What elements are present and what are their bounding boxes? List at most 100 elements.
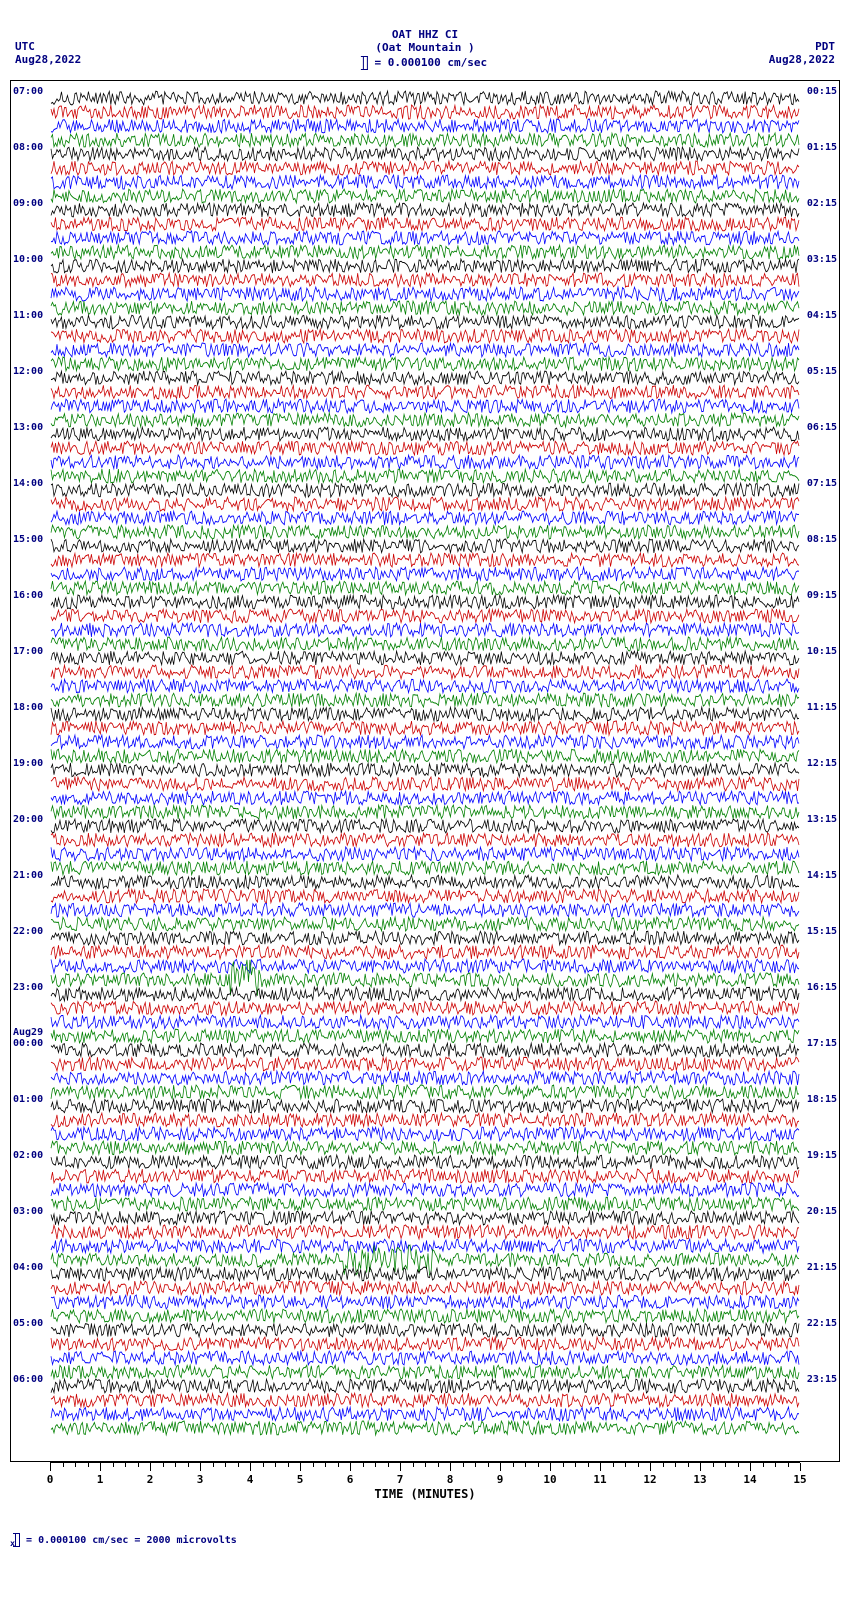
seismic-trace-row: [51, 1337, 799, 1351]
seismic-trace: [51, 399, 799, 413]
pdt-time-label: 17:15: [807, 1038, 837, 1049]
pdt-time-label: 19:15: [807, 1150, 837, 1161]
seismic-trace: [51, 329, 799, 343]
seismic-trace: [51, 581, 799, 595]
x-axis: TIME (MINUTES) 0123456789101112131415: [50, 1462, 800, 1503]
seismic-trace: [51, 1169, 799, 1183]
x-tick-minor: [113, 1463, 114, 1467]
seismic-trace-row: [51, 203, 799, 217]
seismic-trace-row: [51, 371, 799, 385]
seismic-trace: [51, 735, 799, 749]
seismic-trace-row: [51, 217, 799, 231]
x-tick-minor: [663, 1463, 664, 1467]
pdt-time-label: 14:15: [807, 870, 837, 881]
pdt-time-label: 06:15: [807, 422, 837, 433]
seismic-trace-row: [51, 1281, 799, 1295]
seismic-trace-row: [51, 791, 799, 805]
seismic-trace-row: [51, 1155, 799, 1169]
seismic-trace-row: [51, 1309, 799, 1323]
seismic-trace: [51, 1001, 799, 1015]
header-left: UTC Aug28,2022: [15, 40, 81, 66]
utc-time-label: 05:00: [13, 1318, 43, 1329]
seismic-trace: [51, 679, 799, 693]
seismic-trace-row: [51, 623, 799, 637]
seismic-trace: [51, 301, 799, 315]
seismic-trace-row: [51, 455, 799, 469]
right-timezone: PDT: [769, 40, 835, 53]
seismic-trace-row: [51, 1057, 799, 1071]
seismic-trace: [51, 875, 799, 889]
pdt-time-label: 12:15: [807, 758, 837, 769]
pdt-time-label: 20:15: [807, 1206, 837, 1217]
seismic-trace: [51, 1379, 799, 1393]
x-tick-label: 7: [397, 1473, 404, 1486]
seismic-trace: [51, 119, 799, 133]
seismic-trace: [51, 343, 799, 357]
seismic-trace: [51, 1225, 799, 1239]
x-tick: [100, 1463, 101, 1471]
x-tick-minor: [688, 1463, 689, 1467]
x-tick: [500, 1463, 501, 1471]
seismic-trace-row: [51, 497, 799, 511]
scale-label: = 0.000100 cm/sec: [363, 56, 487, 70]
seismic-trace: [51, 651, 799, 665]
left-timezone: UTC: [15, 40, 81, 53]
x-tick-minor: [238, 1463, 239, 1467]
utc-time-label: 15:00: [13, 534, 43, 545]
x-tick-label: 9: [497, 1473, 504, 1486]
seismic-trace-row: [51, 693, 799, 707]
seismic-trace-row: [51, 875, 799, 889]
x-tick-minor: [63, 1463, 64, 1467]
header-right: PDT Aug28,2022: [769, 40, 835, 66]
footer: x = 0.000100 cm/sec = 2000 microvolts: [10, 1533, 840, 1548]
x-tick-minor: [275, 1463, 276, 1467]
seismic-trace: [51, 1281, 799, 1295]
header: UTC Aug28,2022 OAT HHZ CI (Oat Mountain …: [10, 10, 840, 70]
seismic-trace: [51, 1309, 799, 1323]
x-tick-minor: [613, 1463, 614, 1467]
scale-text: = 0.000100 cm/sec: [368, 56, 487, 69]
seismic-trace: [51, 1407, 799, 1421]
utc-time-label: 16:00: [13, 590, 43, 601]
seismic-trace-row: [51, 329, 799, 343]
pdt-time-label: 07:15: [807, 478, 837, 489]
x-tick: [350, 1463, 351, 1471]
seismic-trace: [51, 707, 799, 721]
seismic-trace: [51, 1337, 799, 1351]
seismic-trace: [51, 945, 799, 959]
utc-time-label: 22:00: [13, 926, 43, 937]
seismic-trace-row: [51, 707, 799, 721]
seismic-trace: [51, 959, 799, 973]
seismic-trace-row: [51, 161, 799, 175]
seismic-trace-row: [51, 1295, 799, 1309]
x-tick-label: 14: [743, 1473, 756, 1486]
x-tick-label: 10: [543, 1473, 556, 1486]
x-tick-minor: [763, 1463, 764, 1467]
utc-time-label: 14:00: [13, 478, 43, 489]
seismic-trace: [51, 1365, 799, 1379]
seismic-trace-row: [51, 1085, 799, 1099]
x-tick-minor: [488, 1463, 489, 1467]
seismic-trace: [51, 833, 799, 847]
seismic-trace: [51, 91, 799, 105]
seismic-trace-row: [51, 861, 799, 875]
seismic-trace: [51, 1393, 799, 1407]
seismic-trace-row: [51, 399, 799, 413]
seismic-trace: [51, 721, 799, 735]
seismic-trace-row: [51, 1239, 799, 1253]
seismic-trace: [51, 973, 799, 987]
seismic-trace: [51, 609, 799, 623]
seismic-trace-row: [51, 833, 799, 847]
utc-time-label: 23:00: [13, 982, 43, 993]
seismic-trace-row: [51, 553, 799, 567]
seismic-trace-row: [51, 819, 799, 833]
seismic-trace-row: [51, 1043, 799, 1057]
seismic-trace: [51, 455, 799, 469]
x-tick: [550, 1463, 551, 1471]
pdt-time-label: 08:15: [807, 534, 837, 545]
seismic-trace-row: [51, 147, 799, 161]
x-tick-minor: [388, 1463, 389, 1467]
seismic-trace: [51, 245, 799, 259]
seismic-trace: [51, 791, 799, 805]
pdt-time-label: 11:15: [807, 702, 837, 713]
